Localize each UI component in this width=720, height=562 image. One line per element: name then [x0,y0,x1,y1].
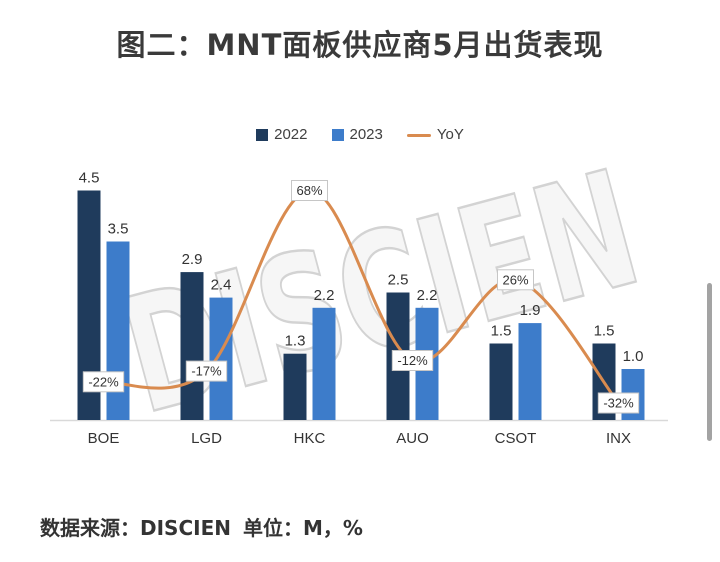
yoy-label-box [291,180,328,201]
yoy-label-box [185,360,228,382]
bar-2022-boe [77,190,101,420]
yoy-label-box [497,269,534,291]
legend-swatch-2023 [331,129,344,141]
yoy-label-auo: -12% [391,350,434,371]
value-label-2022-csot: 1.5 [491,323,512,340]
legend-label-yoy: YoY [436,126,464,143]
category-label-csot: CSOT [495,430,537,447]
legend-item-2023: 2023 [331,126,383,144]
yoy-label-box [391,350,434,371]
legend-swatch-2022 [256,129,269,141]
yoy-label-text: -22% [88,374,119,389]
bar-2023-csot [518,323,542,420]
value-label-2023-boe: 3.5 [108,221,129,238]
value-label-2023-inx: 1.0 [623,348,644,365]
bar-2022-hkc [283,353,307,420]
value-label-2022-auo: 2.5 [388,272,409,289]
yoy-label-text: 26% [502,272,528,287]
legend-item-yoy: YoY [406,126,464,144]
source-footer: 数据来源：DISCIEN 单位：M，% [40,515,363,541]
yoy-label-lgd: -17% [185,360,228,382]
value-labels-layer: 4.5 2.9 1.3 2.5 1.5 1.5 3.5 2.4 2.2 2.2 1.9 1.0 [79,170,644,366]
legend-swatch-yoy [406,133,431,137]
legend: 2022 2023 YoY [0,126,720,144]
source-text: 数据来源：DISCIEN [40,516,231,540]
yoy-label-box [82,371,125,393]
yoy-label-box [597,392,640,414]
bar-2022-lgd [180,272,204,420]
value-label-2022-boe: 4.5 [79,170,100,187]
bar-2023-lgd [209,297,233,420]
category-label-lgd: LGD [191,430,222,447]
yoy-label-text: 68% [296,183,322,198]
value-label-2023-csot: 1.9 [520,302,541,319]
value-label-2023-hkc: 2.2 [314,287,335,304]
unit-text: 单位：M，% [242,516,363,540]
yoy-label-inx: -32% [597,392,640,414]
legend-item-2022: 2022 [256,126,308,144]
yoy-labels-layer: -22% -17% 68% -12% 26% -32% [82,180,640,414]
yoy-label-text: -12% [397,353,428,368]
value-label-2023-auo: 2.2 [417,287,438,304]
value-label-2022-hkc: 1.3 [285,333,306,350]
chart-title: 图二：MNT面板供应商5月出货表现 [116,28,604,62]
bar-2023-boe [106,241,130,420]
yoy-label-boe: -22% [82,371,125,393]
category-axis: BOE LGD HKC AUO CSOT INX [88,430,631,447]
value-label-2022-inx: 1.5 [594,323,615,340]
value-label-2023-lgd: 2.4 [211,277,232,294]
yoy-label-text: -17% [191,364,222,379]
category-label-hkc: HKC [294,430,326,447]
yoy-label-text: -32% [603,396,634,411]
legend-label-2023: 2023 [349,126,383,143]
legend-label-2022: 2022 [274,126,308,143]
category-label-auo: AUO [396,430,429,447]
yoy-label-csot: 26% [497,269,534,291]
value-label-2022-lgd: 2.9 [182,251,203,268]
scrollbar[interactable] [707,283,712,441]
bar-2023-hkc [312,307,336,420]
category-label-inx: INX [606,430,631,447]
bars-layer [77,190,645,420]
category-label-boe: BOE [88,430,120,447]
yoy-label-hkc: 68% [291,180,328,201]
bar-2022-csot [489,343,513,420]
